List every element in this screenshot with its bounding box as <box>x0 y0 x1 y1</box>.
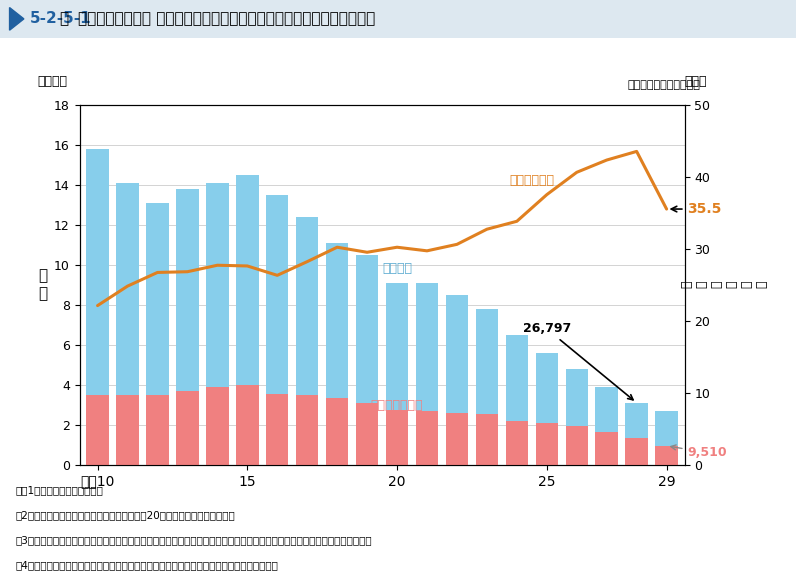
Bar <box>565 426 588 465</box>
Bar <box>146 394 169 465</box>
Bar <box>266 195 288 465</box>
Bar <box>176 189 199 465</box>
Text: 検挙人員: 検挙人員 <box>382 261 412 275</box>
Bar <box>116 394 139 465</box>
Bar <box>655 446 678 465</box>
Text: 26,797: 26,797 <box>522 322 633 400</box>
Bar <box>296 394 318 465</box>
Bar <box>356 254 378 465</box>
Text: 9,510: 9,510 <box>671 445 728 460</box>
Bar <box>236 175 259 465</box>
Bar <box>446 295 468 465</box>
Bar <box>326 243 349 465</box>
Text: （％）: （％） <box>685 76 707 88</box>
Bar <box>206 182 228 465</box>
Bar <box>505 421 528 465</box>
Text: 注　1　警察庁の統計による。: 注 1 警察庁の統計による。 <box>16 485 103 495</box>
Bar <box>416 283 439 465</box>
Bar <box>176 391 199 465</box>
Text: 再非行少年率: 再非行少年率 <box>509 174 554 187</box>
Text: （平成００年～２９年）: （平成００年～２９年） <box>627 80 700 90</box>
Text: 3　「再非行少年」は，前に道路交通法違反を除く非行により検挙（補導）されたことがあり，再び検挙された少年をいう。: 3 「再非行少年」は，前に道路交通法違反を除く非行により検挙（補導）されたことが… <box>16 535 373 545</box>
Bar <box>236 385 259 465</box>
Text: （万人）: （万人） <box>37 76 67 88</box>
Bar <box>565 369 588 465</box>
Text: 4　「再非行少年率」は，少年の刑法犯検挙人員に占める再非行少年の人員の比率をいう。: 4 「再非行少年率」は，少年の刑法犯検挙人員に占める再非行少年の人員の比率をいう… <box>16 560 279 570</box>
Bar <box>326 398 349 465</box>
Polygon shape <box>10 8 24 30</box>
Bar <box>505 335 528 465</box>
Bar <box>536 353 558 465</box>
Bar <box>116 182 139 465</box>
Bar <box>266 394 288 465</box>
Bar <box>356 403 378 465</box>
Bar <box>476 309 498 465</box>
Bar <box>626 403 648 465</box>
Bar <box>655 411 678 465</box>
Bar <box>595 432 618 465</box>
Bar <box>446 413 468 465</box>
Bar <box>626 438 648 465</box>
Bar <box>476 414 498 465</box>
Bar <box>595 387 618 465</box>
Text: うち再非行少年: うち再非行少年 <box>371 399 423 412</box>
Text: 35.5: 35.5 <box>671 202 722 216</box>
Text: 5-2-5-1: 5-2-5-1 <box>30 12 92 26</box>
Bar <box>86 394 109 465</box>
Text: 図: 図 <box>60 12 68 26</box>
Bar <box>206 387 228 465</box>
Bar <box>86 149 109 465</box>
Bar <box>536 423 558 465</box>
Text: 図　少年の刑法犯 検挙人員中の再非行少年の人員・再非行少年率の推移: 図 少年の刑法犯 検挙人員中の再非行少年の人員・再非行少年率の推移 <box>78 12 375 26</box>
Bar <box>296 217 318 465</box>
Bar <box>386 410 408 465</box>
Text: 2　犯行時の年齢による。ただし，検挙時に20歳以上であった者を除く。: 2 犯行時の年齢による。ただし，検挙時に20歳以上であった者を除く。 <box>16 510 236 520</box>
Bar <box>416 411 439 465</box>
Bar <box>146 203 169 465</box>
Bar <box>386 283 408 465</box>
Y-axis label: 再
非
行
少
年
率: 再 非 行 少 年 率 <box>680 281 768 288</box>
Y-axis label: 人
員: 人 員 <box>38 268 48 301</box>
